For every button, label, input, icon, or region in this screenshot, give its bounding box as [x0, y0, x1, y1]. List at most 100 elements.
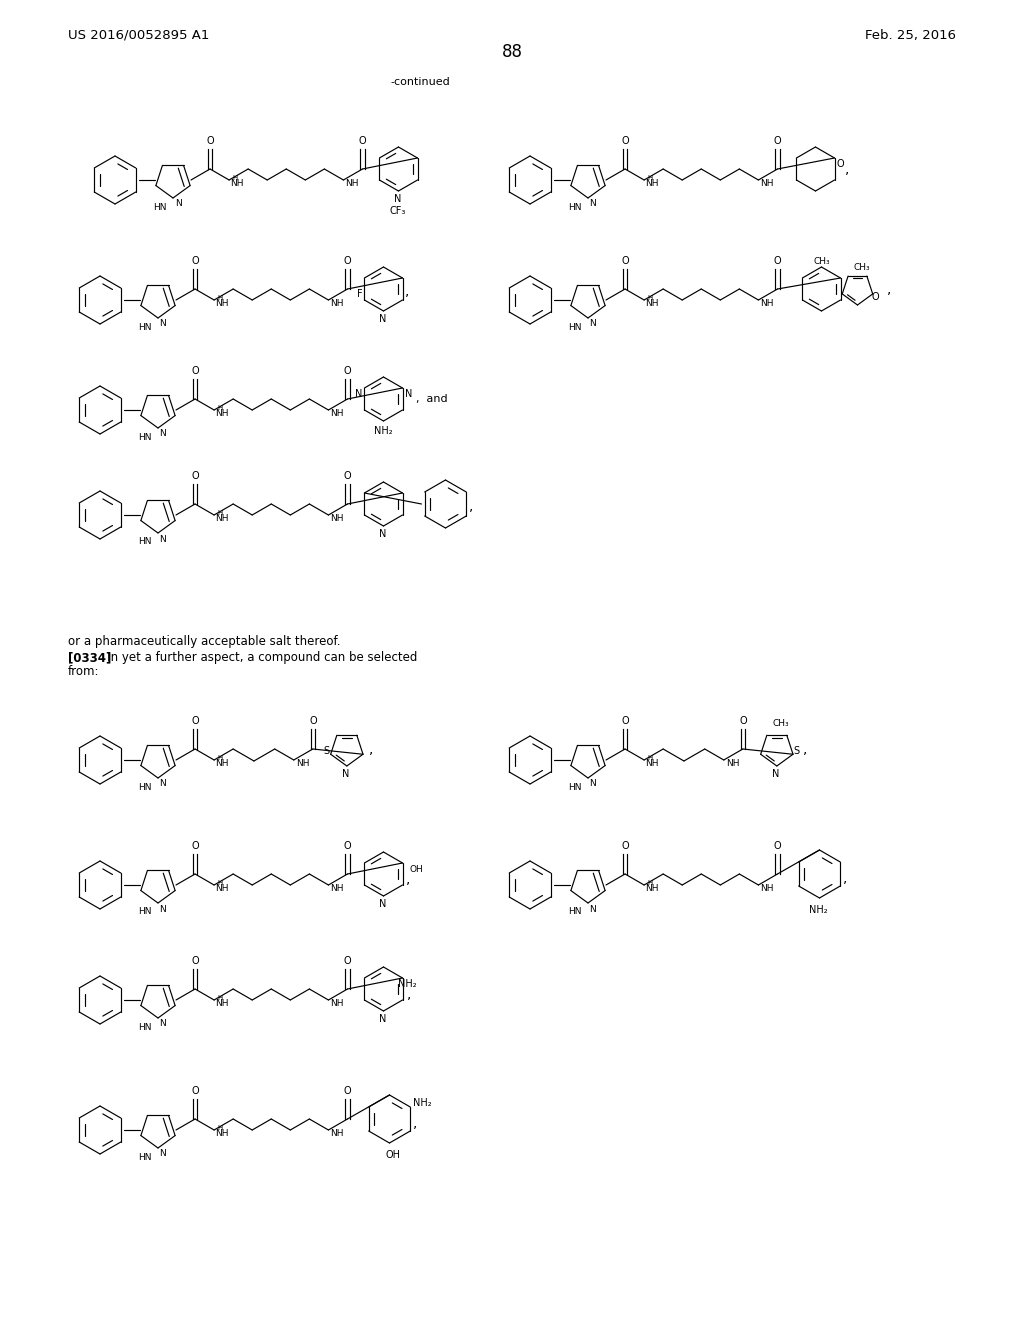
Text: In yet a further aspect, a compound can be selected: In yet a further aspect, a compound can … — [96, 651, 418, 664]
Text: H: H — [232, 176, 238, 181]
Text: CH₃: CH₃ — [813, 256, 829, 265]
Text: NH: NH — [761, 300, 774, 308]
Text: NH: NH — [215, 409, 228, 418]
Text: O: O — [871, 292, 880, 302]
Text: NH: NH — [230, 180, 244, 187]
Text: N: N — [379, 899, 386, 909]
Text: N: N — [379, 529, 386, 539]
Text: N: N — [590, 199, 596, 209]
Text: NH₂: NH₂ — [809, 906, 827, 915]
Text: NH: NH — [761, 180, 774, 187]
Text: ,: , — [407, 873, 411, 886]
Text: O: O — [191, 256, 199, 267]
Text: OH: OH — [410, 865, 423, 874]
Text: O: O — [344, 841, 351, 851]
Text: NH: NH — [331, 409, 344, 418]
Text: H: H — [217, 880, 222, 886]
Text: NH₂: NH₂ — [398, 979, 417, 989]
Text: O: O — [206, 136, 214, 147]
Text: NH: NH — [331, 884, 344, 894]
Text: F: F — [356, 289, 362, 300]
Text: NH: NH — [331, 1129, 344, 1138]
Text: N: N — [160, 1019, 166, 1028]
Text: N: N — [590, 780, 596, 788]
Text: N: N — [354, 389, 362, 399]
Text: H: H — [217, 755, 222, 762]
Text: H: H — [217, 1125, 222, 1131]
Text: HN: HN — [138, 908, 152, 916]
Text: US 2016/0052895 A1: US 2016/0052895 A1 — [68, 29, 209, 41]
Text: HN: HN — [154, 202, 167, 211]
Text: NH: NH — [215, 1129, 228, 1138]
Text: HN: HN — [138, 783, 152, 792]
Text: ,: , — [845, 162, 850, 176]
Text: NH₂: NH₂ — [374, 426, 393, 436]
Text: O: O — [191, 956, 199, 966]
Text: H: H — [647, 755, 652, 762]
Text: O: O — [358, 136, 367, 147]
Text: NH: NH — [215, 999, 228, 1008]
Text: H: H — [217, 995, 222, 1001]
Text: ,: , — [469, 499, 474, 513]
Text: O: O — [774, 136, 781, 147]
Text: H: H — [647, 294, 652, 301]
Text: ,: , — [844, 871, 848, 884]
Text: N: N — [379, 314, 386, 323]
Text: NH: NH — [761, 884, 774, 894]
Text: -continued: -continued — [390, 77, 450, 87]
Text: H: H — [217, 405, 222, 411]
Text: O: O — [774, 841, 781, 851]
Text: O: O — [622, 841, 629, 851]
Text: O: O — [191, 366, 199, 376]
Text: O: O — [739, 715, 746, 726]
Text: N: N — [342, 770, 349, 779]
Text: H: H — [217, 294, 222, 301]
Text: NH: NH — [345, 180, 359, 187]
Text: NH: NH — [645, 884, 658, 894]
Text: O: O — [191, 471, 199, 480]
Text: ,: , — [803, 742, 807, 756]
Text: ,: , — [406, 284, 410, 298]
Text: OH: OH — [386, 1150, 401, 1160]
Text: H: H — [217, 510, 222, 516]
Text: NH: NH — [645, 180, 658, 187]
Text: NH: NH — [215, 884, 228, 894]
Text: O: O — [344, 1086, 351, 1096]
Text: S: S — [324, 746, 330, 756]
Text: N: N — [160, 780, 166, 788]
Text: or a pharmaceutically acceptable salt thereof.: or a pharmaceutically acceptable salt th… — [68, 635, 341, 648]
Text: NH₂: NH₂ — [414, 1098, 432, 1107]
Text: NH: NH — [645, 759, 658, 768]
Text: Feb. 25, 2016: Feb. 25, 2016 — [865, 29, 956, 41]
Text: ,  and: , and — [416, 393, 447, 404]
Text: CF₃: CF₃ — [389, 206, 406, 216]
Text: N: N — [379, 1014, 386, 1024]
Text: ,: , — [369, 742, 373, 756]
Text: NH: NH — [215, 759, 228, 768]
Text: NH: NH — [215, 513, 228, 523]
Text: HN: HN — [138, 537, 152, 546]
Text: HN: HN — [138, 1152, 152, 1162]
Text: N: N — [590, 319, 596, 329]
Text: O: O — [191, 1086, 199, 1096]
Text: NH: NH — [215, 300, 228, 308]
Text: N: N — [175, 199, 181, 209]
Text: ,: , — [887, 282, 892, 296]
Text: HN: HN — [568, 202, 582, 211]
Text: HN: HN — [568, 908, 582, 916]
Text: O: O — [622, 715, 629, 726]
Text: from:: from: — [68, 665, 99, 678]
Text: NH: NH — [331, 999, 344, 1008]
Text: 88: 88 — [502, 44, 522, 61]
Text: CH₃: CH₃ — [772, 719, 790, 729]
Text: H: H — [647, 880, 652, 886]
Text: N: N — [160, 319, 166, 329]
Text: ,: , — [414, 1115, 418, 1130]
Text: O: O — [344, 956, 351, 966]
Text: HN: HN — [138, 1023, 152, 1031]
Text: S: S — [794, 746, 800, 756]
Text: O: O — [344, 366, 351, 376]
Text: H: H — [647, 176, 652, 181]
Text: HN: HN — [568, 322, 582, 331]
Text: NH: NH — [726, 759, 739, 768]
